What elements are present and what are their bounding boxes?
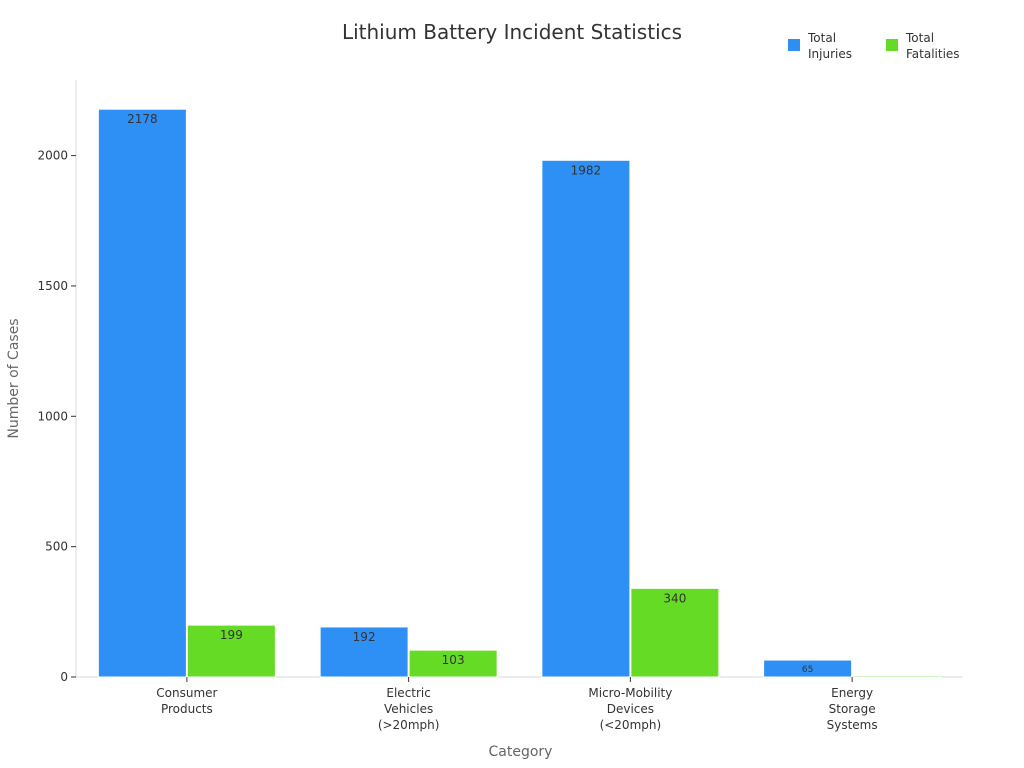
legend: Total Injuries Total Fatalities: [788, 30, 966, 62]
x-tick-label: Devices: [607, 702, 654, 716]
x-tick-label: Micro-Mobility: [588, 686, 672, 700]
legend-item-injuries[interactable]: Total Injuries: [788, 30, 868, 62]
bar: [186, 624, 276, 678]
x-tick-label: (>20mph): [378, 718, 440, 732]
x-tick-label: Vehicles: [384, 702, 433, 716]
y-tick-label: 2000: [37, 149, 68, 163]
bar: [852, 675, 942, 678]
y-tick-label: 0: [60, 670, 68, 684]
legend-label-injuries: Total Injuries: [808, 30, 868, 62]
y-tick-label: 500: [45, 540, 68, 554]
y-tick-label: 1000: [37, 409, 68, 423]
data-label: 192: [353, 630, 376, 644]
data-label: 65: [802, 665, 813, 675]
bar: [541, 159, 631, 678]
data-label: 199: [220, 628, 243, 642]
chart-title: Lithium Battery Incident Statistics: [341, 20, 683, 44]
y-tick-label: 1500: [37, 279, 68, 293]
x-tick-label: Electric: [386, 686, 430, 700]
legend-swatch-injuries: [788, 39, 800, 51]
x-tick-label: Consumer: [156, 686, 217, 700]
x-tick-label: Energy: [831, 686, 873, 700]
legend-label-injuries-line1: Total: [808, 31, 837, 45]
x-tick-label: Products: [161, 702, 213, 716]
data-label: 103: [442, 653, 465, 667]
bar: [319, 626, 409, 678]
legend-label-fatalities-line2: Fatalities: [906, 47, 960, 61]
x-tick-label: (<20mph): [600, 718, 662, 732]
legend-label-injuries-line2: Injuries: [808, 47, 852, 61]
legend-label-fatalities-line1: Total: [906, 31, 935, 45]
bar: [408, 649, 498, 678]
x-tick-label: Systems: [827, 718, 878, 732]
data-label: 1982: [571, 163, 602, 177]
legend-label-fatalities: Total Fatalities: [906, 30, 966, 62]
x-tick-label: Storage: [829, 702, 876, 716]
legend-item-fatalities[interactable]: Total Fatalities: [886, 30, 966, 62]
bar: [97, 108, 187, 678]
legend-swatch-fatalities: [886, 39, 898, 51]
y-axis-title: Number of Cases: [6, 318, 22, 438]
bar: [763, 659, 853, 678]
data-label: 340: [663, 591, 686, 605]
bar: [630, 587, 720, 678]
data-label: 2178: [127, 112, 158, 126]
x-axis-title: Category: [489, 744, 553, 760]
